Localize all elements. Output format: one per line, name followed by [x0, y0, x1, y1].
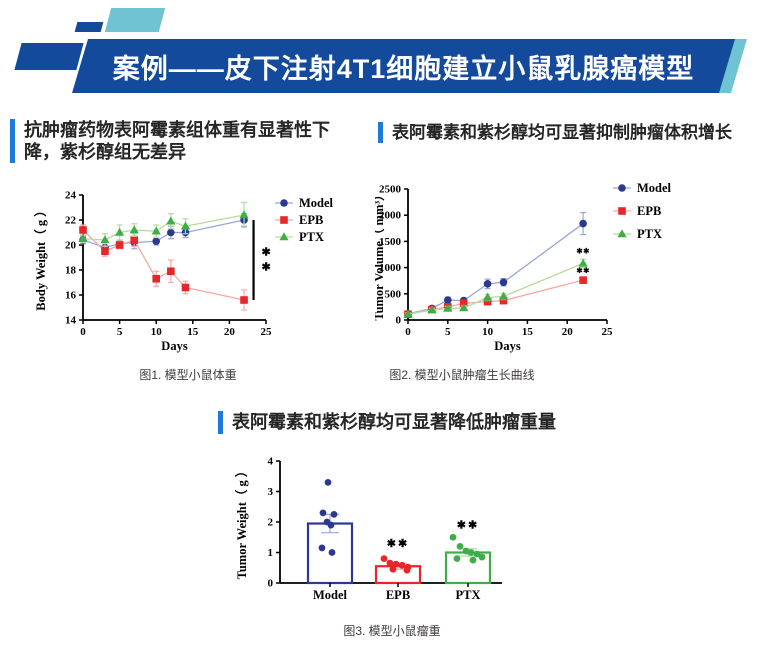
section-title-tumor-weight: 表阿霉素和紫杉醇均可显著降低肿瘤重量 — [218, 411, 556, 434]
svg-text:25: 25 — [261, 326, 273, 338]
section-title-body-weight: 抗肿瘤药物表阿霉素组体重有显著性下降，紫杉醇组无差异 — [10, 119, 336, 163]
svg-text:0: 0 — [405, 326, 411, 338]
svg-text:20: 20 — [562, 326, 574, 338]
svg-text:EPB: EPB — [299, 213, 323, 227]
section-title-tumor-volume: 表阿霉素和紫杉醇均可显著抑制肿瘤体积增长 — [378, 122, 732, 143]
svg-text:✱: ✱ — [262, 246, 271, 258]
svg-text:10: 10 — [482, 326, 494, 338]
accent-bar-icon — [10, 119, 15, 163]
svg-text:0: 0 — [396, 315, 402, 327]
svg-text:15: 15 — [522, 326, 534, 338]
svg-text:24: 24 — [65, 190, 77, 202]
decor-parallelogram-small-blue-icon — [74, 22, 104, 32]
svg-text:PTX: PTX — [456, 588, 481, 602]
svg-text:Body Weight（ g ）: Body Weight（ g ） — [33, 204, 48, 310]
svg-text:3: 3 — [268, 486, 274, 498]
svg-text:1: 1 — [268, 547, 274, 559]
svg-text:Model: Model — [313, 588, 348, 602]
svg-text:14: 14 — [65, 315, 77, 327]
svg-text:✱: ✱ — [262, 261, 271, 273]
accent-bar-icon — [218, 411, 223, 434]
svg-text:15: 15 — [187, 326, 199, 338]
svg-text:4: 4 — [268, 456, 274, 468]
svg-text:PTX: PTX — [299, 230, 324, 244]
svg-text:20: 20 — [224, 326, 236, 338]
svg-text:EPB: EPB — [637, 204, 661, 218]
svg-text:10: 10 — [151, 326, 163, 338]
svg-text:2000: 2000 — [379, 210, 402, 222]
svg-text:PTX: PTX — [637, 227, 662, 241]
svg-text:Tumor Weight（ g ）: Tumor Weight（ g ） — [234, 465, 249, 580]
svg-text:Days: Days — [161, 339, 188, 353]
svg-text:20: 20 — [65, 240, 77, 252]
svg-text:500: 500 — [385, 288, 402, 300]
section-title-text: 表阿霉素和紫杉醇均可显著降低肿瘤重量 — [232, 412, 556, 432]
svg-text:16: 16 — [65, 290, 77, 302]
svg-text:5: 5 — [445, 326, 451, 338]
section-title-text: 抗肿瘤药物表阿霉素组体重有显著性下降，紫杉醇组无差异 — [24, 120, 330, 162]
svg-text:Days: Days — [494, 339, 521, 353]
decor-parallelogram-left-blue-icon — [14, 43, 84, 70]
tumor-volume-line-chart: 0 500 1000 1500 2000 2500 0 5 10 15 20 25 Days Tumor … — [375, 181, 672, 353]
svg-text:Tumor Volume（ mm³）: Tumor Volume（ mm³） — [375, 188, 386, 320]
svg-text:2500: 2500 — [379, 184, 402, 196]
svg-text:18: 18 — [65, 265, 77, 277]
figure1-caption: 图1. 模型小鼠体重 — [139, 368, 237, 382]
svg-text:✱✱: ✱✱ — [457, 520, 479, 532]
svg-text:1000: 1000 — [379, 262, 402, 274]
figure3-caption: 图3. 模型小鼠瘤重 — [343, 624, 441, 638]
svg-text:1500: 1500 — [379, 236, 402, 248]
figure2-caption: 图2. 模型小鼠肿瘤生长曲线 — [389, 368, 535, 382]
body-weight-line-chart: 14 16 18 20 22 24 0 5 10 15 20 25 Days Body Weight（ g… — [33, 190, 334, 354]
svg-text:5: 5 — [117, 326, 123, 338]
decor-parallelogram-teal-icon — [104, 8, 166, 32]
svg-text:0: 0 — [80, 326, 86, 338]
section-title-text: 表阿霉素和紫杉醇均可显著抑制肿瘤体积增长 — [392, 123, 732, 142]
svg-text:✱✱: ✱✱ — [576, 266, 590, 275]
svg-text:22: 22 — [65, 215, 77, 227]
svg-text:EPB: EPB — [386, 588, 410, 602]
tumor-weight-bar-chart: 0 1 2 3 4 Tumor Weight（ g ） Model EPB ✱✱ PTX ✱✱ — [234, 456, 502, 602]
page-title: 案例——皮下注射4T1细胞建立小鼠乳腺癌模型 — [112, 53, 695, 84]
header-banner: 案例——皮下注射4T1细胞建立小鼠乳腺癌模型 — [72, 39, 735, 93]
svg-text:Model: Model — [637, 181, 672, 195]
svg-text:✱✱: ✱✱ — [387, 538, 409, 550]
svg-text:2: 2 — [268, 517, 274, 529]
accent-bar-icon — [378, 122, 383, 143]
svg-text:0: 0 — [268, 578, 274, 590]
svg-text:✱✱: ✱✱ — [576, 246, 590, 255]
svg-text:Model: Model — [299, 196, 334, 210]
svg-text:25: 25 — [602, 326, 614, 338]
